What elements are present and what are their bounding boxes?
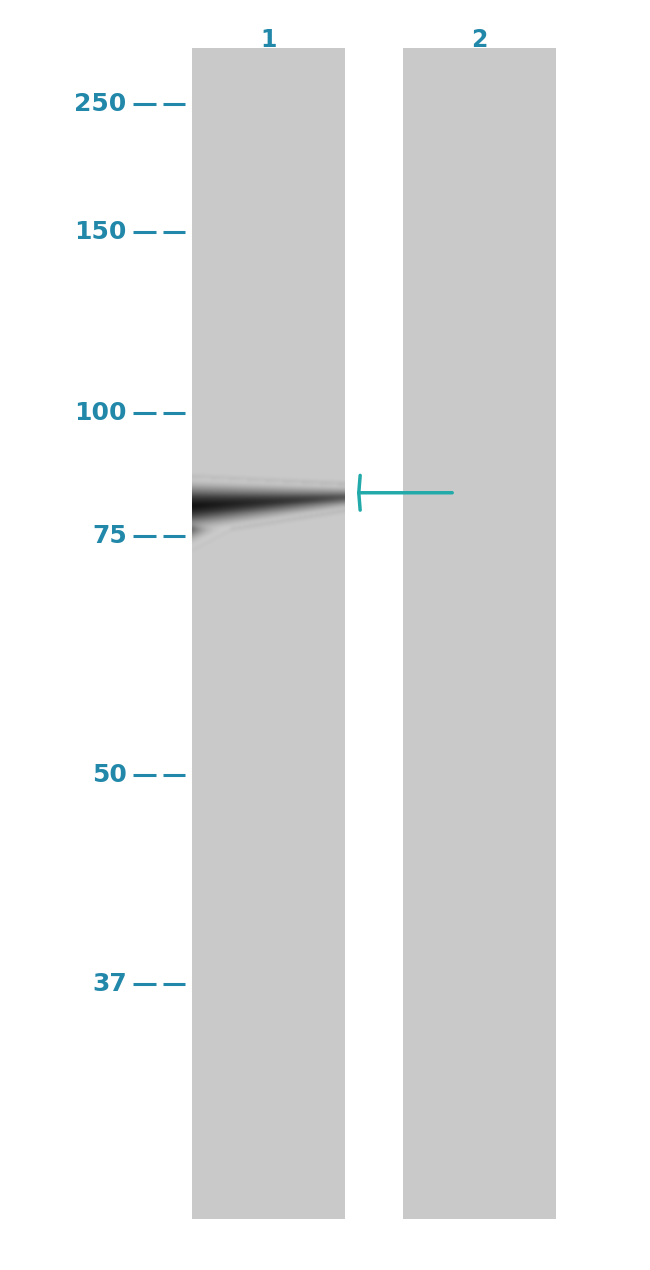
Text: 2: 2 <box>471 28 488 52</box>
Text: 150: 150 <box>74 221 127 244</box>
Text: 100: 100 <box>74 401 127 424</box>
Text: 37: 37 <box>92 973 127 996</box>
Text: 1: 1 <box>260 28 277 52</box>
Bar <box>403 48 556 1219</box>
Text: 50: 50 <box>92 763 127 786</box>
Text: 75: 75 <box>92 525 127 547</box>
Text: 250: 250 <box>75 93 127 116</box>
Bar <box>192 48 344 1219</box>
